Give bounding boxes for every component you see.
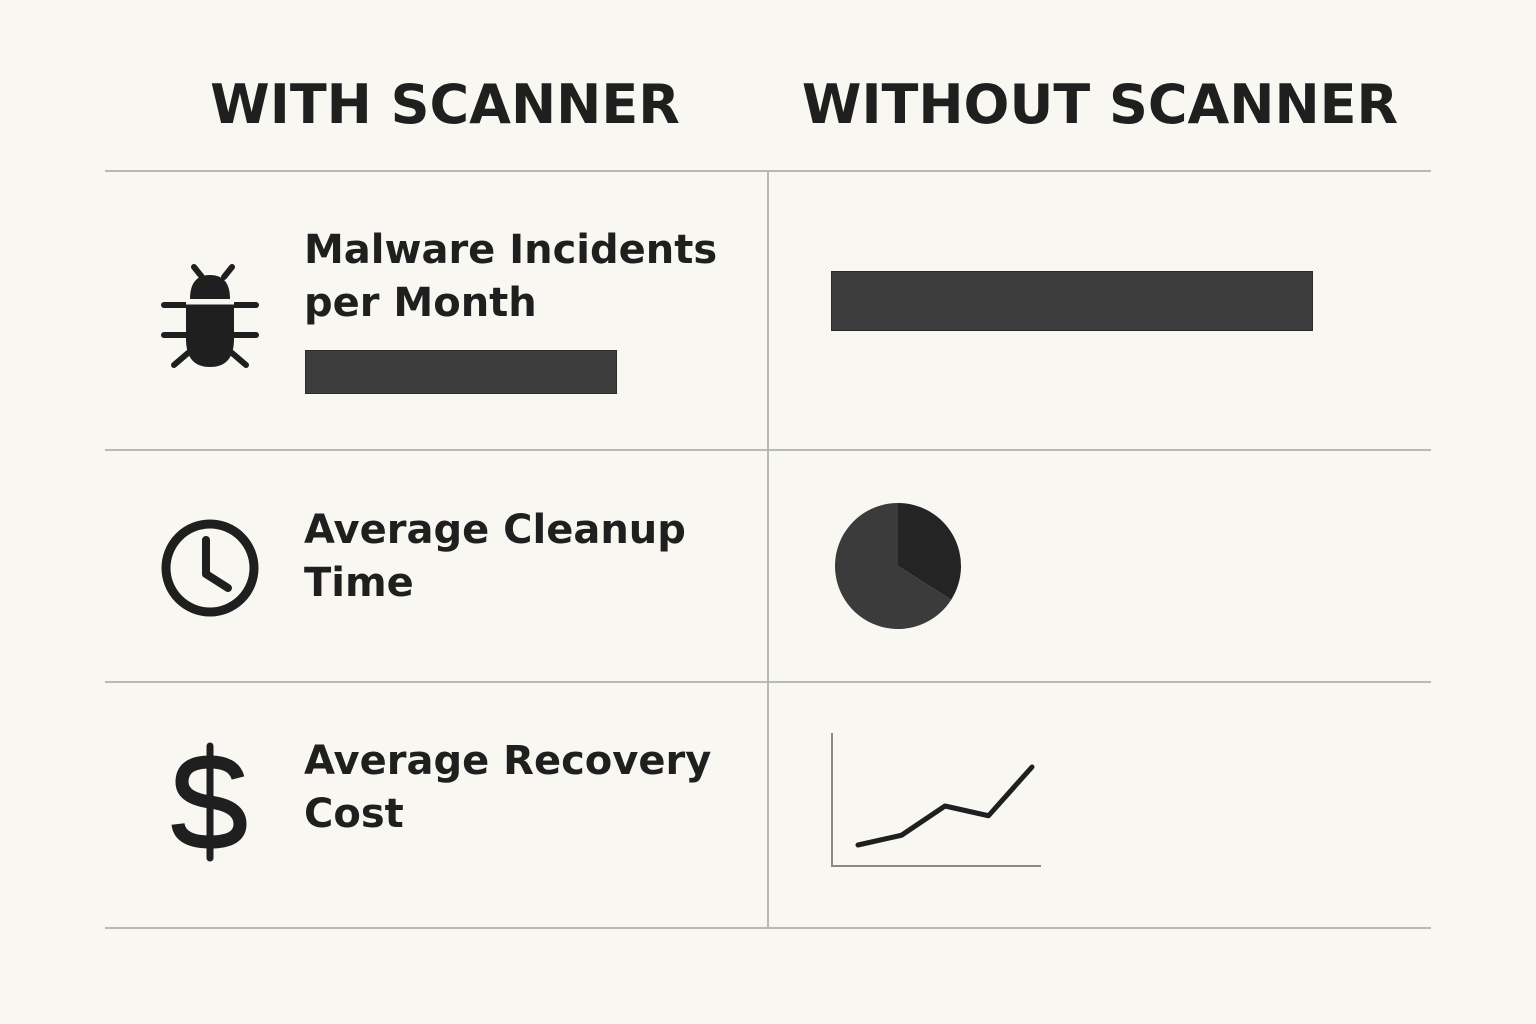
line-chart-svg (831, 733, 1041, 867)
line-series (855, 764, 1035, 848)
pie-slice (835, 503, 952, 629)
metric-label-malware: Malware Incidents per Month (304, 224, 744, 330)
metric-label-line: Average Cleanup (304, 507, 686, 553)
malware-bar-with-scanner (305, 350, 617, 394)
clock-icon-graphic (161, 519, 259, 617)
dollar-icon-graphic (171, 742, 247, 862)
header-without-scanner: WITHOUT SCANNER (801, 73, 1399, 136)
metric-label-line: Average Recovery (304, 738, 712, 784)
bar-track-with (305, 350, 695, 394)
metric-label-line: Cost (304, 791, 404, 837)
dollar-icon (150, 742, 270, 862)
header-with-scanner: WITH SCANNER (210, 73, 680, 136)
bar-track-without (831, 271, 1391, 331)
pie-svg (835, 503, 961, 629)
bug-icon (150, 255, 270, 375)
metric-label-line: per Month (304, 280, 537, 326)
metric-label-cleanup: Average Cleanup Time (304, 504, 744, 610)
bug-icon-graphic (161, 264, 259, 368)
cleanup-pie-chart (832, 500, 964, 632)
clock-icon (150, 508, 270, 628)
metric-label-line: Time (304, 560, 414, 606)
metric-label-line: Malware Incidents (304, 227, 718, 273)
malware-bar-without-scanner (831, 271, 1313, 331)
metric-label-recovery: Average Recovery Cost (304, 735, 744, 841)
line-chart-axes (831, 733, 1041, 867)
divider-vertical (767, 171, 769, 929)
recovery-line-chart (820, 725, 1060, 875)
pie-slice (898, 503, 961, 600)
